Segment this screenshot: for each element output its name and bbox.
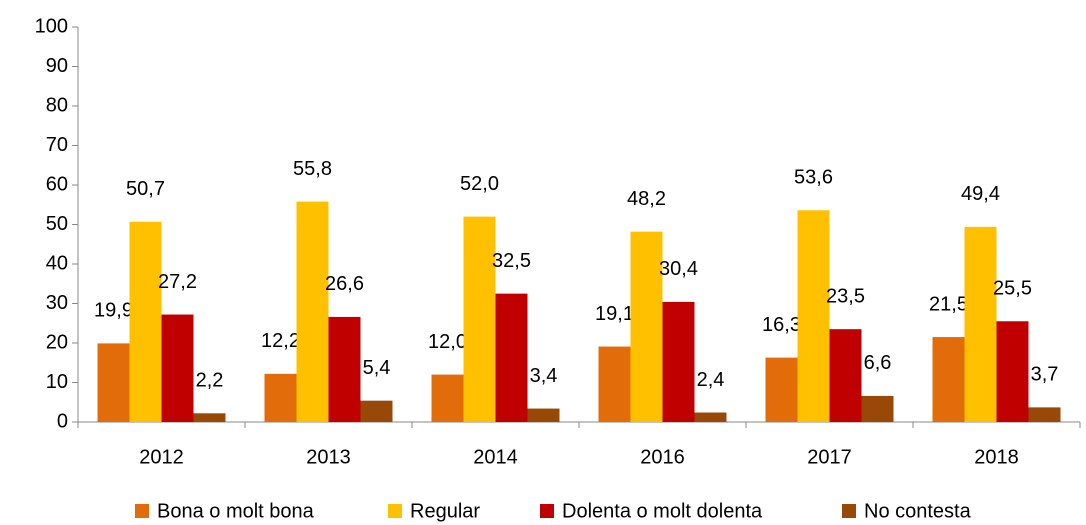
data-label: 50,7 bbox=[126, 178, 165, 200]
bar bbox=[598, 346, 631, 422]
legend-label: No contesta bbox=[864, 500, 972, 522]
x-tick-label: 2018 bbox=[974, 446, 1019, 468]
data-label: 3,7 bbox=[1031, 364, 1059, 386]
data-label: 21,5 bbox=[929, 293, 968, 315]
bar bbox=[797, 210, 830, 422]
bar bbox=[328, 316, 361, 422]
x-tick-label: 2014 bbox=[473, 446, 518, 468]
data-label: 6,6 bbox=[864, 352, 892, 374]
bar bbox=[630, 231, 663, 422]
data-label: 27,2 bbox=[158, 271, 197, 293]
legend-swatch bbox=[388, 504, 402, 518]
data-label: 49,4 bbox=[961, 183, 1000, 205]
bar bbox=[765, 357, 798, 422]
y-tick-label: 80 bbox=[46, 94, 68, 116]
data-label: 30,4 bbox=[659, 258, 698, 280]
data-label: 48,2 bbox=[627, 188, 666, 210]
y-tick-label: 0 bbox=[57, 410, 68, 432]
data-label: 53,6 bbox=[794, 167, 833, 189]
bar bbox=[431, 374, 464, 422]
data-label: 52,0 bbox=[460, 173, 499, 195]
legend-swatch bbox=[842, 504, 856, 518]
x-tick-label: 2017 bbox=[807, 446, 852, 468]
y-tick-label: 40 bbox=[46, 252, 68, 274]
bar bbox=[964, 226, 997, 422]
data-label: 23,5 bbox=[826, 285, 865, 307]
legend-swatch bbox=[135, 504, 149, 518]
bar bbox=[527, 408, 560, 422]
y-tick-label: 70 bbox=[46, 134, 68, 156]
y-tick-label: 50 bbox=[46, 213, 68, 235]
data-label: 19,9 bbox=[94, 300, 133, 322]
bar bbox=[193, 413, 226, 422]
y-tick-label: 60 bbox=[46, 173, 68, 195]
bar bbox=[1028, 407, 1061, 422]
x-tick-label: 2012 bbox=[139, 446, 184, 468]
y-tick-label: 30 bbox=[46, 292, 68, 314]
bar bbox=[495, 293, 528, 422]
bar bbox=[463, 216, 496, 422]
bar bbox=[161, 314, 194, 422]
bar bbox=[129, 221, 162, 422]
bar bbox=[264, 373, 297, 422]
bar bbox=[694, 412, 727, 422]
y-tick-label: 20 bbox=[46, 331, 68, 353]
x-tick-label: 2016 bbox=[640, 446, 685, 468]
bar bbox=[360, 400, 393, 422]
legend-label: Bona o molt bona bbox=[157, 500, 315, 522]
y-tick-label: 90 bbox=[46, 55, 68, 77]
y-tick-label: 100 bbox=[35, 15, 68, 37]
bar bbox=[996, 321, 1029, 422]
data-label: 16,3 bbox=[762, 314, 801, 336]
legend-label: Regular bbox=[410, 500, 480, 522]
legend-label: Dolenta o molt dolenta bbox=[562, 500, 763, 522]
data-label: 19,1 bbox=[595, 303, 634, 325]
y-tick-label: 10 bbox=[46, 371, 68, 393]
data-label: 12,0 bbox=[428, 331, 467, 353]
data-label: 2,4 bbox=[697, 369, 725, 391]
bar bbox=[662, 301, 695, 422]
data-label: 5,4 bbox=[363, 357, 391, 379]
bar bbox=[932, 337, 965, 422]
bar bbox=[829, 329, 862, 422]
data-label: 25,5 bbox=[993, 278, 1032, 300]
data-label: 55,8 bbox=[293, 158, 332, 180]
data-label: 32,5 bbox=[492, 250, 531, 272]
bar bbox=[861, 395, 894, 422]
x-tick-label: 2013 bbox=[306, 446, 351, 468]
data-label: 3,4 bbox=[530, 365, 558, 387]
bar bbox=[296, 201, 329, 422]
data-label: 2,2 bbox=[196, 370, 224, 392]
bar bbox=[97, 343, 130, 422]
data-label: 12,2 bbox=[261, 330, 300, 352]
legend-swatch bbox=[540, 504, 554, 518]
data-label: 26,6 bbox=[325, 273, 364, 295]
